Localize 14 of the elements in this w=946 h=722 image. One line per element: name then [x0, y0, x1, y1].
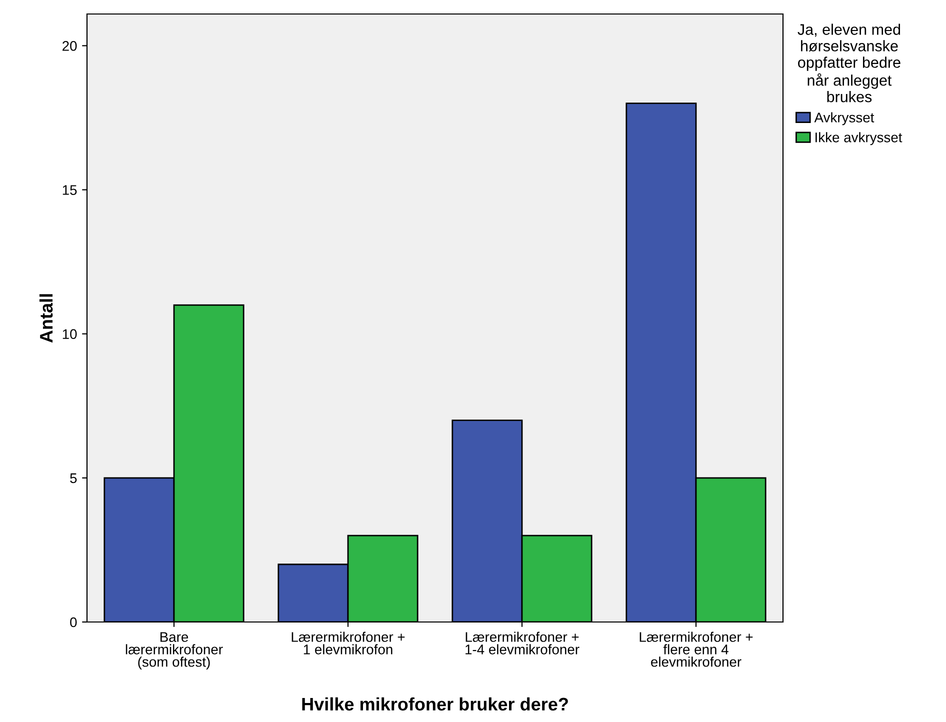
y-axis-title: Antall [39, 294, 53, 343]
x-tick-label: Lærermikrofoner + 1 elevmikrofon [292, 632, 405, 654]
legend-label: Avkrysset [814, 112, 874, 126]
legend-label: Ikke avkrysset [816, 132, 902, 146]
y-tick-label: 5 [70, 473, 77, 484]
y-tick-label: 20 [62, 41, 77, 51]
x-tick-label: Lærermikrofoner + flere enn 4 elevmikrofoner [640, 632, 753, 667]
y-tick-label: 0 [70, 617, 77, 628]
y-tick-label: 15 [62, 185, 77, 195]
legend-title: Ja, eleven med hørselsvanske oppfatter bedre når anlegget brukes [798, 24, 900, 102]
x-tick-label: Bare lærermikrofoner (som oftest) [126, 632, 223, 670]
x-tick-label: Lærermikrofoner + 1-4 elevmikrofoner [466, 632, 580, 654]
y-tick-label: 10 [62, 329, 77, 340]
x-axis-title: Hvilke mikrofoner bruker dere? [302, 697, 568, 711]
